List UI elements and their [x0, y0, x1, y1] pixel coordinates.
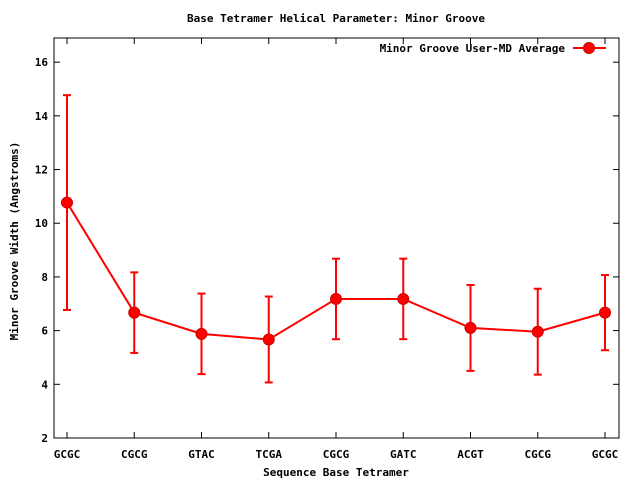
x-tick-label: GCGC: [54, 448, 81, 461]
data-point: [330, 292, 342, 305]
data-point: [61, 196, 73, 209]
axis-ticks: 2 4 6 8 10 12 14 16 GCGC CGCG GTAC TCGA CGCG GATC ACGT…: [35, 38, 619, 461]
y-tick-label: 10: [35, 217, 48, 230]
y-tick-label: 14: [35, 110, 49, 123]
x-tick-label: CGCG: [121, 448, 148, 461]
plot-frame: [53, 37, 620, 439]
y-tick-label: 12: [35, 164, 48, 177]
y-tick-label: 6: [41, 325, 48, 338]
x-tick-label: CGCG: [525, 448, 552, 461]
data-point: [531, 325, 544, 338]
data-point: [128, 306, 141, 319]
x-tick-label: TCGA: [256, 448, 283, 461]
series-layer: [61, 94, 611, 384]
x-tick-label: GATC: [390, 448, 417, 461]
legend-label: Minor Groove User-MD Average: [380, 42, 566, 55]
x-tick-label: ACGT: [457, 448, 484, 461]
y-tick-label: 16: [35, 56, 49, 69]
x-axis-label: Sequence Base Tetramer: [263, 466, 409, 479]
x-tick-label: GCGC: [592, 448, 619, 461]
data-point: [464, 321, 477, 334]
data-point: [262, 333, 275, 346]
y-axis-label: Minor Groove Width (Angstroms): [8, 142, 21, 341]
legend-marker: [583, 42, 595, 54]
data-point: [599, 306, 611, 319]
data-point: [195, 327, 208, 340]
x-tick-label: GTAC: [188, 448, 215, 461]
legend: Minor Groove User-MD Average: [380, 42, 606, 55]
data-point: [397, 292, 410, 305]
y-tick-label: 4: [41, 378, 48, 391]
y-tick-label: 8: [41, 271, 48, 284]
x-tick-label: CGCG: [323, 448, 350, 461]
y-tick-label: 2: [41, 432, 48, 445]
chart-title: Base Tetramer Helical Parameter: Minor G…: [187, 12, 485, 25]
